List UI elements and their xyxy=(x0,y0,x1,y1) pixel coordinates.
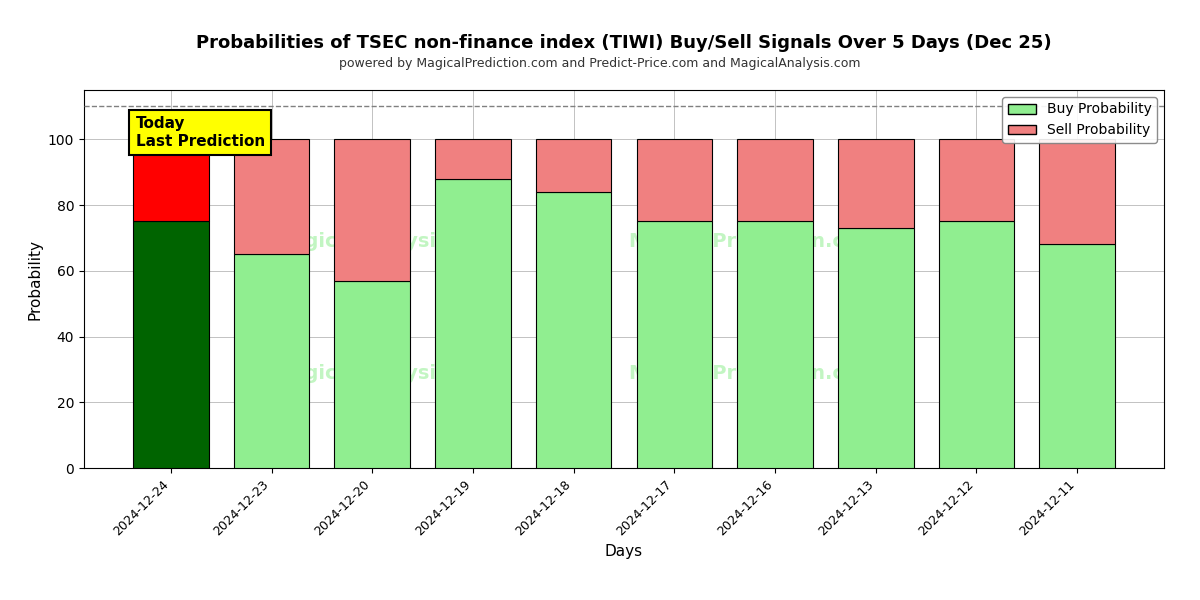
Bar xyxy=(436,139,511,179)
Y-axis label: Probability: Probability xyxy=(28,238,42,319)
Bar xyxy=(636,221,712,468)
Bar xyxy=(536,192,612,468)
Bar xyxy=(938,139,1014,221)
Bar xyxy=(234,139,310,254)
Bar xyxy=(737,139,812,221)
Text: Today
Last Prediction: Today Last Prediction xyxy=(136,116,265,149)
Bar xyxy=(234,254,310,468)
Bar xyxy=(335,139,410,281)
Bar xyxy=(636,139,712,221)
Bar xyxy=(335,281,410,468)
Bar xyxy=(1039,139,1115,244)
Bar xyxy=(133,139,209,221)
Text: MagicalPrediction.com: MagicalPrediction.com xyxy=(629,364,878,383)
Legend: Buy Probability, Sell Probability: Buy Probability, Sell Probability xyxy=(1002,97,1157,143)
Bar xyxy=(133,221,209,468)
Bar xyxy=(436,179,511,468)
Text: MagicalAnalysis.com: MagicalAnalysis.com xyxy=(272,364,500,383)
Text: MagicalAnalysis.com: MagicalAnalysis.com xyxy=(272,232,500,251)
Bar xyxy=(1039,244,1115,468)
X-axis label: Days: Days xyxy=(605,544,643,559)
Bar xyxy=(838,139,913,228)
Bar xyxy=(838,228,913,468)
Bar xyxy=(536,139,612,192)
Bar xyxy=(938,221,1014,468)
Bar xyxy=(737,221,812,468)
Title: Probabilities of TSEC non-finance index (TIWI) Buy/Sell Signals Over 5 Days (Dec: Probabilities of TSEC non-finance index … xyxy=(196,34,1052,52)
Text: powered by MagicalPrediction.com and Predict-Price.com and MagicalAnalysis.com: powered by MagicalPrediction.com and Pre… xyxy=(340,56,860,70)
Text: MagicalPrediction.com: MagicalPrediction.com xyxy=(629,232,878,251)
